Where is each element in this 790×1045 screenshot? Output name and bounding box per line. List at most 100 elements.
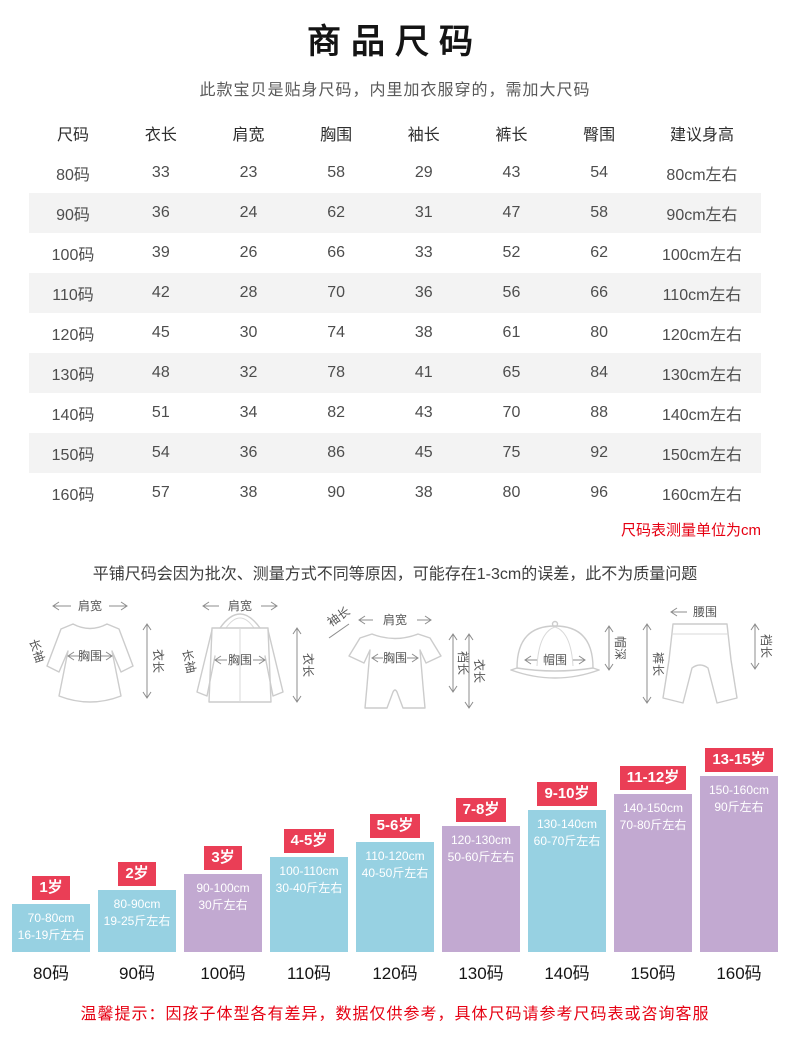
table-cell: 80 (590, 324, 609, 341)
rise-length-label: 裆长 (456, 651, 470, 675)
table-cell: 45 (151, 324, 170, 341)
measurement-diagrams: 肩宽 胸围 衣长 长袖 肩宽 胸围 衣长 长袖 (0, 594, 790, 736)
bar: 120-130cm 50-60斤左右 (442, 826, 520, 952)
waist-label: 腰围 (693, 605, 717, 619)
dress-diagram-icon: 肩宽 胸围 衣长 长袖 (26, 598, 166, 703)
age-badge: 1岁 (32, 876, 70, 900)
age-badge: 13-15岁 (705, 748, 773, 772)
garment-length-label: 衣长 (472, 659, 487, 683)
size-category-label: 100码 (200, 964, 246, 983)
table-cell: 75 (502, 444, 521, 461)
column-header: 衣长 (144, 127, 177, 144)
table-cell: 80cm左右 (666, 167, 738, 184)
bar-text-line: 90斤左右 (714, 800, 764, 814)
table-cell: 96 (590, 484, 609, 501)
column-header: 胸围 (320, 127, 353, 144)
age-badge: 5-6岁 (369, 814, 421, 838)
shoulder-width-label: 肩宽 (228, 598, 252, 613)
table-cell: 32 (239, 364, 258, 381)
table-cell: 66 (327, 244, 346, 261)
bar: 110-120cm 40-50斤左右 (356, 842, 434, 952)
table-cell: 120码 (51, 327, 95, 344)
table-cell: 78 (327, 364, 346, 381)
table-cell: 150cm左右 (661, 447, 743, 464)
bar: 90-100cm 30斤左右 (184, 874, 262, 952)
table-row: 140码 51 34 82 43 70 88 140cm左右 (29, 393, 761, 433)
tolerance-note: 平铺尺码会因为批次、测量方式不同等原因，可能存在1-3cm的误差，此不为质量问题 (92, 566, 698, 583)
table-row: 100码 39 26 66 33 52 62 100cm左右 (29, 233, 761, 273)
table-cell: 70 (502, 404, 521, 421)
hood-outline (219, 613, 261, 629)
column-header: 袖长 (407, 127, 440, 144)
table-cell: 110码 (52, 287, 94, 304)
table-cell: 84 (590, 364, 609, 381)
table-cell: 62 (590, 244, 609, 261)
table-cell: 33 (151, 164, 170, 181)
age-badge: 9-10岁 (537, 782, 597, 806)
size-category-label: 130码 (458, 964, 504, 983)
hat-depth-label: 帽深 (613, 636, 628, 660)
table-row: 110码 42 28 70 36 56 66 110cm左右 (29, 273, 761, 313)
bar: 140-150cm 70-80斤左右 (614, 794, 692, 952)
chest-label: 胸围 (228, 652, 252, 667)
table-cell: 48 (151, 364, 170, 381)
table-cell: 34 (239, 404, 258, 421)
bar-text-line: 30-40斤左右 (275, 881, 343, 895)
table-cell: 130码 (51, 367, 95, 384)
page-subtitle: 此款宝贝是贴身尺码，内里加衣服穿的，需加大尺码 (199, 82, 591, 99)
table-cell: 140码 (51, 407, 95, 424)
table-cell: 23 (239, 164, 258, 181)
size-table: 尺码 衣长 肩宽 胸围 袖长 裤长 臀围 建议身高 80码 33 23 58 29 43 54 80cm左右… (29, 113, 761, 513)
table-cell: 26 (239, 244, 258, 261)
garment-length-label: 衣长 (151, 649, 166, 673)
bar-text-line: 50-60斤左右 (447, 850, 515, 864)
table-cell: 38 (239, 484, 258, 501)
garment-outline (208, 627, 272, 703)
bar-text-line: 130-140cm (536, 817, 598, 831)
table-cell: 65 (502, 364, 521, 381)
bar-text-line: 40-50斤左右 (361, 866, 429, 880)
table-cell: 88 (590, 404, 609, 421)
shoulder-width-label: 肩宽 (383, 612, 407, 627)
table-cell: 36 (151, 204, 170, 221)
bar-text-line: 120-130cm (450, 833, 512, 847)
table-cell: 24 (239, 204, 258, 221)
table-cell: 100cm左右 (661, 247, 743, 264)
table-cell: 140cm左右 (661, 407, 743, 424)
table-cell: 54 (590, 164, 609, 181)
age-size-chart: 1岁 70-80cm 16-19斤左右 2岁 80-90cm 19-25斤左右 3岁 90-1… (0, 744, 790, 952)
table-cell: 29 (414, 164, 433, 181)
table-row: 160码 57 38 90 38 80 96 160cm左右 (29, 473, 761, 513)
table-cell: 42 (151, 284, 170, 301)
bar: 80-90cm 19-25斤左右 (98, 890, 176, 952)
size-labels-row: 80码 90码 100码 110码 120码 130码 140码 150码 160码 (0, 959, 790, 984)
bar-text-line: 60-70斤左右 (533, 834, 601, 848)
bar-text-line: 110-120cm (365, 849, 425, 863)
bar-text-line: 90-100cm (196, 881, 250, 895)
romper-diagram-icon: 袖长 肩宽 胸围 裆长 衣长 (324, 603, 487, 709)
table-cell: 92 (590, 444, 609, 461)
table-cell: 38 (414, 324, 433, 341)
bar-group: 13-15岁 150-160cm 90斤左右 (700, 748, 778, 952)
table-cell: 47 (502, 204, 521, 221)
table-cell: 45 (414, 444, 433, 461)
size-category-label: 120码 (372, 964, 418, 983)
size-table-body: 80码 33 23 58 29 43 54 80cm左右 90码 36 24 62 31 47 58 90cm… (29, 153, 761, 513)
table-cell: 86 (327, 444, 346, 461)
chest-label: 胸围 (383, 650, 407, 665)
table-cell: 80码 (56, 167, 90, 184)
bar-group: 9-10岁 130-140cm 60-70斤左右 (528, 782, 606, 952)
table-cell: 90 (327, 484, 346, 501)
table-cell: 80 (502, 484, 521, 501)
column-header: 裤长 (495, 127, 528, 144)
hat-circumference-label: 帽围 (543, 652, 567, 667)
bar-group: 5-6岁 110-120cm 40-50斤左右 (356, 814, 434, 952)
bar-group: 7-8岁 120-130cm 50-60斤左右 (442, 798, 520, 952)
bar: 150-160cm 90斤左右 (700, 776, 778, 952)
table-row: 150码 54 36 86 45 75 92 150cm左右 (29, 433, 761, 473)
table-cell: 58 (327, 164, 346, 181)
table-row: 120码 45 30 74 38 61 80 120cm左右 (29, 313, 761, 353)
size-category-label: 150码 (630, 964, 676, 983)
shoulder-width-label: 肩宽 (78, 598, 102, 613)
garment-length-label: 衣长 (301, 653, 316, 677)
